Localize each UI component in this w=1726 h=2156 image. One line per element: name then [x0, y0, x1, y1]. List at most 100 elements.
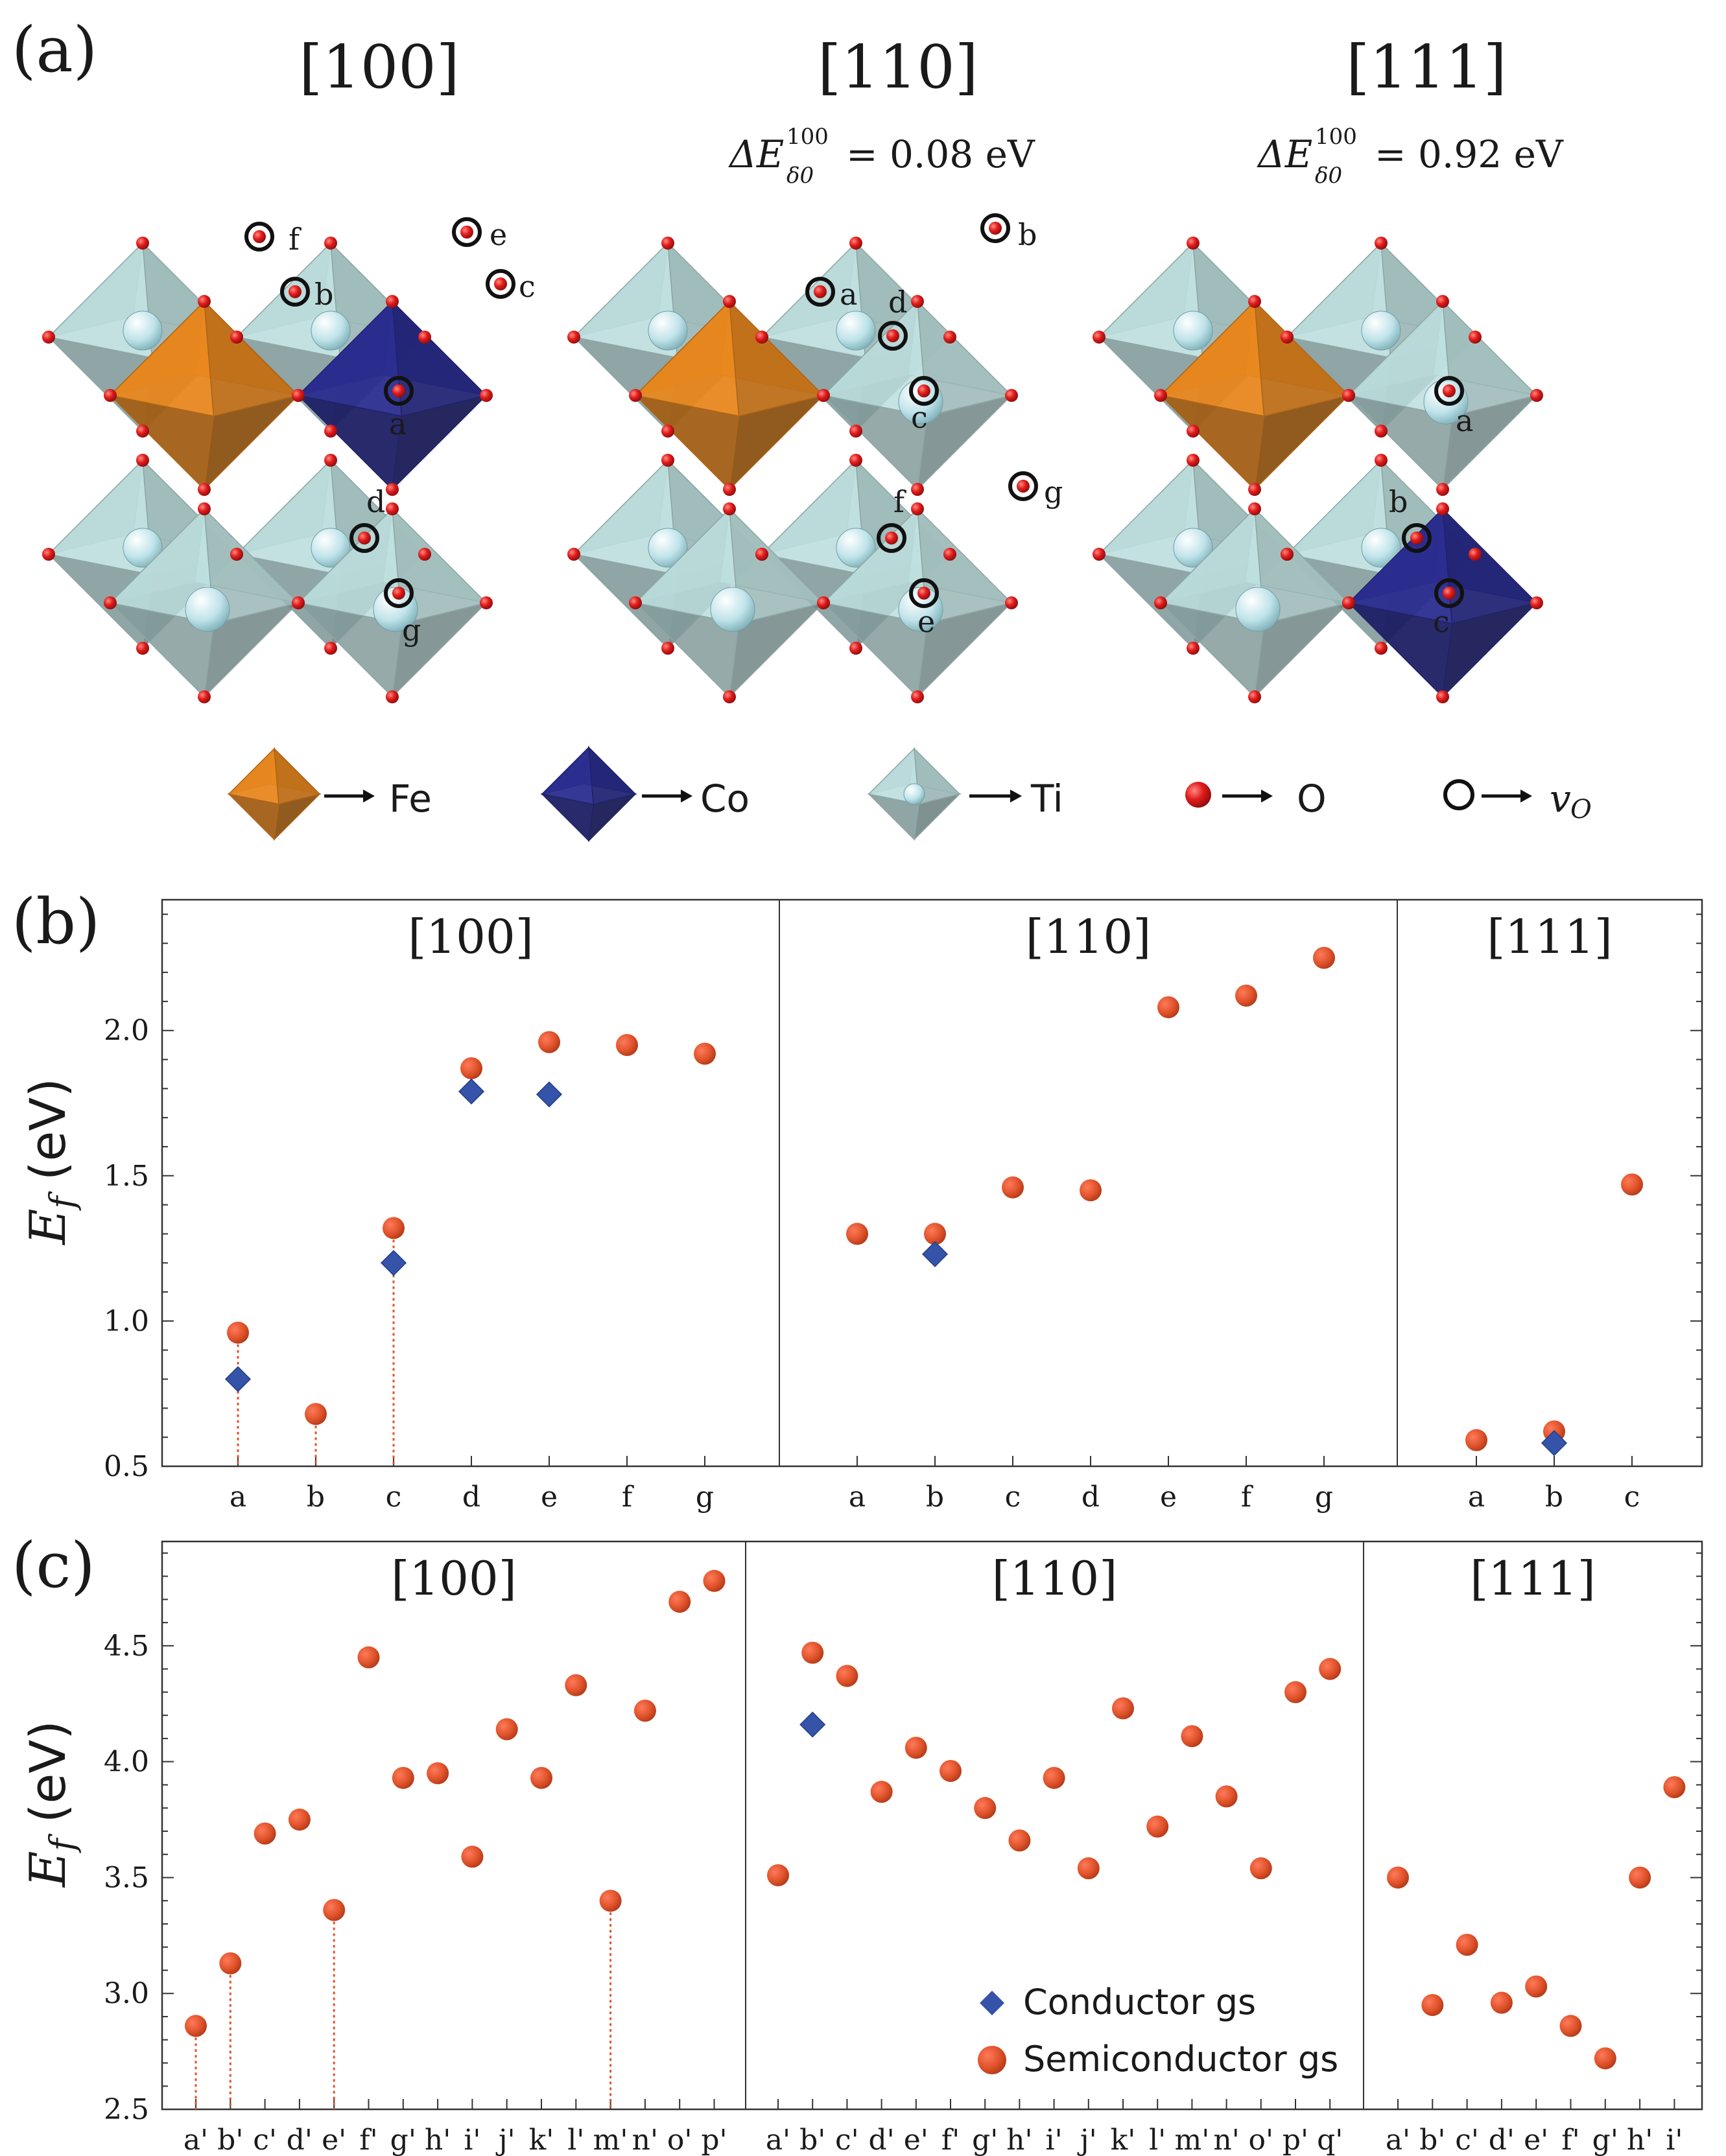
x-tick-label: p': [701, 2124, 727, 2156]
oxygen-atom: [1375, 425, 1388, 438]
x-tick-label: a: [849, 1481, 866, 1514]
semiconductor-point: [633, 1700, 656, 1722]
oxygen-atom: [1187, 454, 1200, 467]
ti-atom: [185, 587, 230, 632]
semiconductor-point: [940, 1759, 962, 1782]
oxygen-atom: [386, 690, 399, 703]
oxygen-atom: [911, 502, 924, 515]
semiconductor-point: [1235, 984, 1257, 1007]
oxygen-atom: [661, 425, 674, 438]
site-label: b: [1389, 484, 1408, 519]
site-label: a: [389, 406, 407, 441]
x-tick-label: n': [1213, 2124, 1239, 2156]
y-tick-label: 4.5: [104, 1630, 149, 1663]
arrow-head-icon: [1520, 790, 1532, 803]
legend-semiconductor-label: Semiconductor gs: [1023, 2039, 1338, 2080]
oxygen-atom: [849, 237, 862, 250]
semiconductor-point: [461, 1845, 484, 1868]
x-tick-label: i': [1046, 2124, 1063, 2156]
structure-legend: Fe Co Ti O v O: [227, 745, 1592, 843]
x-tick-label: o': [667, 2124, 692, 2156]
x-tick-label: g: [696, 1481, 714, 1514]
oxygen-atom: [723, 295, 736, 308]
oxygen-atom: [1443, 384, 1456, 397]
panel-a-title-110: [110]: [818, 32, 978, 102]
oxygen-atom: [1248, 502, 1261, 515]
ti-atom: [648, 528, 688, 568]
ti-octahedron-icon: [867, 747, 962, 841]
structure-111: a b c: [1093, 237, 1543, 703]
x-tick-label: g': [390, 2124, 416, 2156]
ti-octahedron: [633, 507, 825, 699]
oxygen-atom: [1248, 295, 1261, 308]
site-label: g: [402, 613, 421, 648]
x-tick-label: b': [799, 2124, 825, 2156]
legend-conductor-marker: [980, 1991, 1004, 2015]
semiconductor-point: [227, 1321, 249, 1344]
delta-sup: 100: [1315, 124, 1357, 150]
octahedron-face: [204, 300, 300, 417]
x-tick-label: d: [462, 1481, 480, 1514]
oxygen-atom: [849, 425, 862, 438]
oxygen-atom: [460, 226, 473, 239]
ti-octahedron: [822, 507, 1013, 699]
oxygen-atom: [1530, 389, 1543, 402]
oxygen-atom: [1248, 690, 1261, 703]
vacancy-marker: [909, 578, 939, 608]
legend-o-label: O: [1297, 777, 1327, 821]
oxygen-atom: [723, 502, 736, 515]
oxygen-atom: [392, 587, 405, 600]
x-tick-label: h': [425, 2124, 451, 2156]
oxygen-atom: [418, 331, 431, 344]
semiconductor-point: [383, 1217, 405, 1239]
plot-frame: [161, 1540, 1703, 2111]
ti-atom: [836, 528, 876, 568]
semiconductor-point: [836, 1665, 858, 1687]
octahedron-face: [392, 508, 488, 624]
vacancy-marker: [384, 578, 414, 608]
vacancy-marker: [452, 217, 482, 247]
oxygen-atom: [1187, 642, 1200, 655]
semiconductor-point: [1146, 1815, 1169, 1838]
octahedron-face: [274, 747, 321, 805]
semiconductor-point: [694, 1042, 716, 1065]
site-label: b: [314, 277, 333, 312]
conductor-point: [1541, 1430, 1568, 1457]
y-axis-label: Ef (eV): [19, 1078, 82, 1246]
vacancy-marker: [1434, 376, 1464, 406]
oxygen-atom: [1469, 548, 1482, 561]
x-tick-label: d': [287, 2124, 313, 2156]
ti-octahedron: [822, 299, 1013, 491]
oxygen-atom: [136, 425, 149, 438]
site-label: a: [840, 277, 857, 312]
y-tick-label: 0.5: [104, 1450, 149, 1483]
structure-100: f e b c a d g: [42, 217, 536, 703]
arrow-head-icon: [1010, 790, 1022, 803]
vacancy-marker: [384, 376, 414, 406]
x-tick-label: e: [541, 1481, 558, 1514]
group-title: [111]: [1470, 1551, 1596, 1606]
x-tick-label: m': [1174, 2124, 1209, 2156]
x-tick-label: g': [1592, 2124, 1618, 2156]
oxygen-atom: [817, 596, 830, 609]
site-label: e: [490, 217, 507, 252]
ti-atom: [1361, 311, 1401, 351]
x-tick-label: o': [1249, 2124, 1274, 2156]
octahedron-face: [1254, 300, 1350, 417]
ti-octahedron: [296, 507, 488, 699]
oxygen-atom: [198, 483, 211, 496]
ti-atom: [123, 528, 163, 568]
x-tick-label: d': [868, 2124, 894, 2156]
oxygen-atom: [661, 237, 674, 250]
oxygen-atom: [292, 596, 305, 609]
x-tick-label: e': [322, 2124, 346, 2156]
x-tick-label: k': [529, 2124, 554, 2156]
oxygen-atom: [1342, 596, 1355, 609]
x-tick-label: l': [567, 2124, 584, 2156]
oxygen-atom: [1187, 425, 1200, 438]
ti-atom: [311, 528, 351, 568]
ti-atom: [903, 783, 925, 805]
semiconductor-point: [1387, 1866, 1409, 1889]
x-tick-label: c': [835, 2124, 859, 2156]
oxygen-atom: [1530, 596, 1543, 609]
